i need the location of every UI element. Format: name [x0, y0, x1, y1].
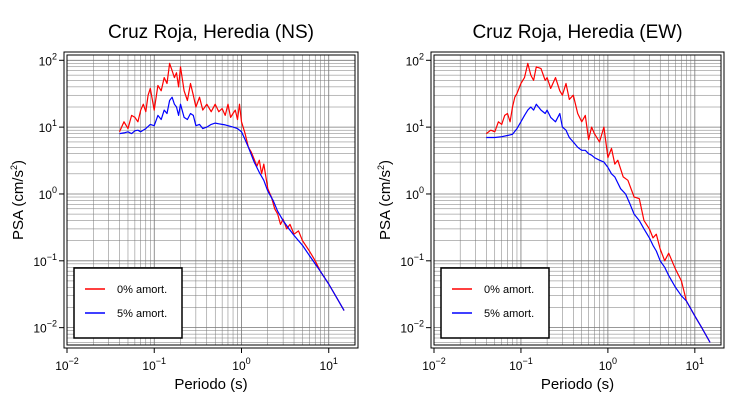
tick-base: 10 — [39, 121, 53, 135]
tick-exponent: −1 — [414, 252, 424, 262]
x-tick-label: 101 — [686, 356, 704, 373]
y-label-end: ) — [10, 160, 27, 165]
tick-base: 10 — [400, 255, 414, 269]
y-tick-label: 102 — [39, 51, 57, 68]
tick-exponent: −2 — [47, 319, 57, 329]
tick-exponent: 1 — [419, 118, 424, 128]
plot-frame — [66, 54, 356, 346]
tick-base: 10 — [320, 359, 334, 373]
tick-base: 10 — [599, 359, 613, 373]
tick-base: 10 — [406, 54, 420, 68]
tick-base: 10 — [33, 322, 47, 336]
tick-exponent: −1 — [156, 356, 166, 366]
tick-exponent: −2 — [69, 356, 79, 366]
tick-base: 10 — [509, 359, 523, 373]
series-line-blue — [486, 103, 711, 343]
legend: 0% amort. 5% amort. — [440, 267, 550, 339]
x-tick-label: 10−2 — [422, 356, 446, 373]
y-tick-label: 10−1 — [33, 252, 57, 269]
tick-exponent: 1 — [52, 118, 57, 128]
legend-label: 0% amort. — [117, 284, 167, 296]
tick-base: 10 — [142, 359, 156, 373]
plot-frame-outer — [430, 51, 725, 349]
plot-frame — [433, 54, 722, 346]
tick-exponent: 0 — [612, 356, 617, 366]
y-tick-label: 100 — [39, 185, 57, 202]
series-line-blue — [119, 96, 345, 311]
tick-base: 10 — [33, 255, 47, 269]
y-tick-label: 10−2 — [400, 319, 424, 336]
tick-exponent: 1 — [333, 356, 338, 366]
tick-base: 10 — [39, 188, 53, 202]
chart-title: Cruz Roja, Heredia (EW) — [472, 22, 682, 43]
y-tick-label: 10−1 — [400, 252, 424, 269]
x-axis-label: Periodo (s) — [541, 376, 614, 393]
legend-label: 5% amort. — [484, 308, 534, 320]
tick-base: 10 — [686, 359, 700, 373]
x-tick-label: 10−2 — [55, 356, 79, 373]
y-label-base: PSA (cm/s — [10, 170, 27, 240]
y-axis-label: PSA (cm/s2) — [9, 160, 27, 240]
tick-base: 10 — [406, 121, 420, 135]
x-tick-label: 100 — [232, 356, 250, 373]
tick-exponent: −1 — [522, 356, 532, 366]
x-tick-label: 101 — [320, 356, 338, 373]
tick-base: 10 — [406, 188, 420, 202]
y-tick-label: 101 — [39, 118, 57, 135]
tick-exponent: −2 — [414, 319, 424, 329]
y-axis-label: PSA (cm/s2) — [376, 160, 394, 240]
tick-exponent: 2 — [52, 51, 57, 61]
x-tick-label: 10−1 — [509, 356, 533, 373]
y-tick-label: 102 — [406, 51, 424, 68]
x-axis-label: Periodo (s) — [174, 376, 247, 393]
legend-label: 5% amort. — [117, 308, 167, 320]
y-label-base: PSA (cm/s — [377, 170, 394, 240]
tick-base: 10 — [400, 322, 414, 336]
tick-exponent: −1 — [47, 252, 57, 262]
legend-box — [73, 267, 183, 339]
y-tick-label: 100 — [406, 185, 424, 202]
series-line-red — [118, 62, 345, 311]
tick-exponent: −2 — [436, 356, 446, 366]
tick-base: 10 — [422, 359, 436, 373]
y-label-exponent: 2 — [9, 165, 19, 170]
y-label-exponent: 2 — [376, 165, 386, 170]
tick-exponent: 1 — [699, 356, 704, 366]
x-tick-label: 100 — [599, 356, 617, 373]
chart-title: Cruz Roja, Heredia (NS) — [108, 22, 314, 43]
tick-base: 10 — [39, 54, 53, 68]
legend: 0% amort. 5% amort. — [73, 267, 183, 339]
legend-label: 0% amort. — [484, 284, 534, 296]
y-tick-label: 10−2 — [33, 319, 57, 336]
x-tick-label: 10−1 — [142, 356, 166, 373]
tick-exponent: 0 — [52, 185, 57, 195]
tick-base: 10 — [232, 359, 246, 373]
y-tick-label: 101 — [406, 118, 424, 135]
tick-exponent: 0 — [246, 356, 251, 366]
plot-frame-outer — [63, 51, 359, 349]
series-line-red — [485, 62, 711, 343]
tick-base: 10 — [55, 359, 69, 373]
tick-exponent: 0 — [419, 185, 424, 195]
tick-exponent: 2 — [419, 51, 424, 61]
legend-box — [440, 267, 550, 339]
y-label-end: ) — [377, 160, 394, 165]
